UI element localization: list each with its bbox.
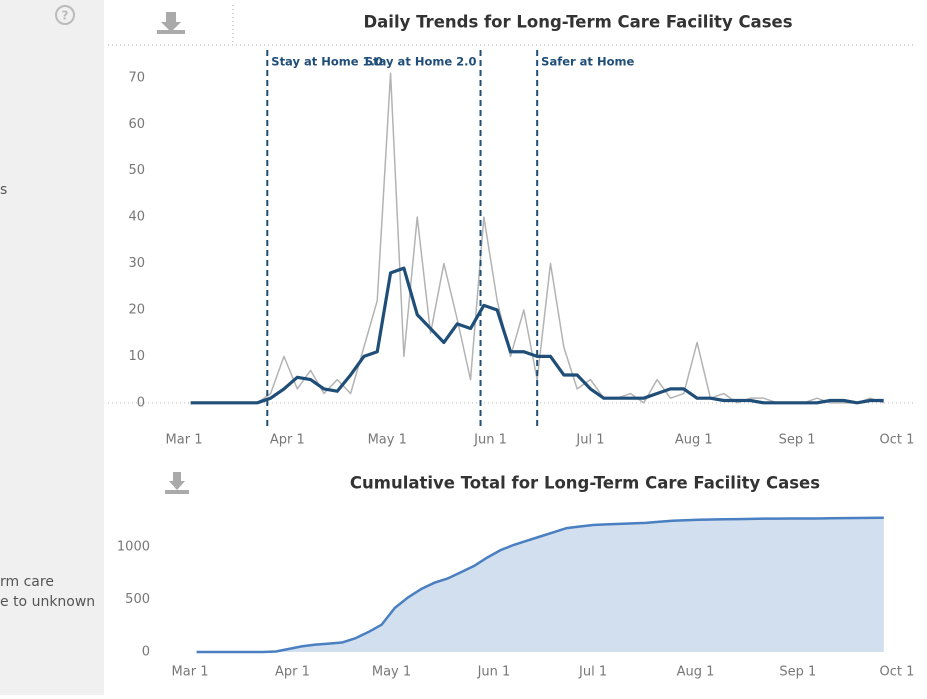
x-tick-label: Apr 1	[270, 433, 305, 448]
chart-title: Cumulative Total for Long-Term Care Faci…	[350, 474, 820, 493]
sidebar-text: e to unknown	[0, 594, 95, 610]
x-tick-label: Mar 1	[172, 665, 209, 680]
y-tick-label: 1000	[117, 540, 150, 555]
annotation-label: Stay at Home 1.0	[271, 55, 383, 69]
y-tick-label: 60	[128, 117, 145, 132]
annotation-label: Safer at Home	[541, 55, 634, 69]
chart-title: Daily Trends for Long-Term Care Facility…	[363, 13, 792, 32]
annotation-label: Stay at Home 2.0	[365, 55, 477, 69]
sidebar-text: rm care	[0, 574, 54, 590]
x-tick-label: Jul 1	[575, 433, 604, 448]
x-tick-label: Jul 1	[578, 665, 607, 680]
x-tick-label: Aug 1	[677, 665, 715, 680]
x-tick-label: Oct 1	[880, 665, 915, 680]
x-tick-label: Apr 1	[275, 665, 310, 680]
help-icon-glyph: ?	[62, 9, 69, 23]
download-icon[interactable]	[157, 12, 185, 34]
y-tick-label: 50	[128, 163, 145, 178]
y-tick-label: 10	[128, 349, 145, 364]
series-line	[190, 72, 884, 404]
y-tick-label: 500	[125, 592, 150, 607]
sidebar-text: s	[0, 182, 7, 198]
x-tick-label: May 1	[372, 665, 411, 680]
sidebar	[0, 0, 104, 695]
y-tick-label: 40	[128, 210, 145, 225]
area-fill	[196, 517, 884, 652]
x-tick-label: May 1	[368, 433, 407, 448]
help-icon[interactable]	[55, 5, 75, 25]
x-tick-label: Sep 1	[779, 433, 816, 448]
download-icon[interactable]	[165, 472, 189, 494]
series-line	[190, 266, 884, 405]
x-tick-label: Jun 1	[477, 665, 511, 680]
y-tick-label: 20	[128, 302, 145, 317]
y-tick-label: 0	[142, 645, 150, 660]
x-tick-label: Sep 1	[779, 665, 816, 680]
x-tick-label: Aug 1	[675, 433, 713, 448]
y-tick-label: 30	[128, 256, 145, 271]
area-line	[196, 516, 884, 654]
x-tick-label: Oct 1	[880, 433, 915, 448]
x-tick-label: Jun 1	[473, 433, 507, 448]
x-tick-label: Mar 1	[166, 433, 203, 448]
y-tick-label: 70	[128, 70, 145, 85]
